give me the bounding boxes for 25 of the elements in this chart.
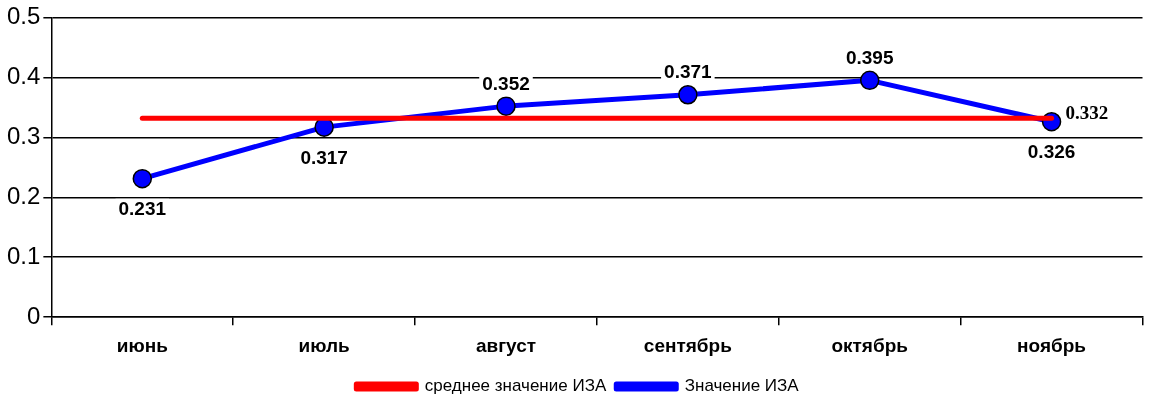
- data-label: 0.231: [118, 198, 167, 220]
- y-tick-label: 0.4: [6, 61, 41, 89]
- data-label: 0.326: [1027, 141, 1076, 163]
- data-label: 0.332: [1065, 102, 1109, 124]
- x-tick-label: ноябрь: [1017, 334, 1087, 356]
- y-tick-label: 0: [27, 301, 41, 329]
- data-label: 0.352: [482, 72, 530, 94]
- point: [678, 85, 698, 105]
- data-label: 0.371: [664, 61, 713, 83]
- x-tick-label: сентябрь: [643, 334, 732, 356]
- y-tick-label: 0.1: [6, 241, 41, 269]
- legend-label: среднее значение ИЗА: [424, 376, 607, 396]
- x-tick-label: октябрь: [831, 334, 908, 356]
- point: [132, 168, 153, 189]
- x-tick-label: август: [475, 334, 537, 356]
- data-label: 0.317: [300, 146, 348, 168]
- x-tick-label: июнь: [116, 334, 168, 356]
- data-label: 0.395: [845, 47, 894, 69]
- point: [496, 96, 516, 116]
- y-tick-label: 0.2: [6, 181, 41, 209]
- point: [859, 70, 880, 91]
- y-tick-label: 0.5: [6, 2, 41, 30]
- x-tick-label: июль: [298, 334, 350, 356]
- legend-label: Значение ИЗА: [684, 376, 800, 396]
- y-tick-label: 0.3: [6, 121, 41, 149]
